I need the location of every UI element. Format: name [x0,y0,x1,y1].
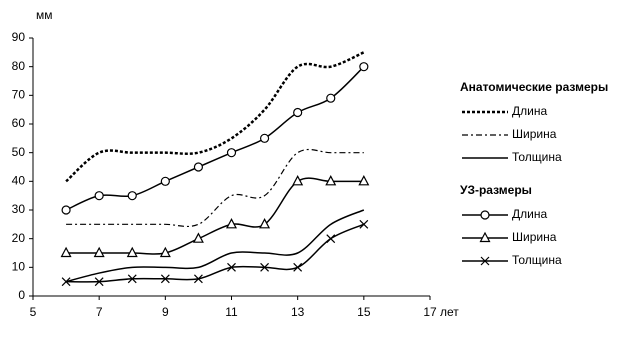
legend-label: Ширина [512,127,557,141]
marker [93,246,105,258]
y-tick-label: 10 [12,260,26,274]
marker [126,246,138,258]
x-tick-label: 11 [225,305,238,319]
marker [259,133,270,143]
marker [259,218,271,229]
marker [61,277,71,287]
marker [326,234,336,244]
marker [60,246,72,258]
legend-label: Ширина [512,230,557,244]
x-unit: лет [440,305,459,319]
legend-label: Толщина [512,253,562,267]
marker [193,274,203,284]
marker [326,93,336,103]
x-tick-label: 7 [96,305,103,319]
legend-heading: УЗ-размеры [460,183,532,197]
marker [480,256,490,266]
y-unit: мм [36,8,53,22]
marker [227,262,236,272]
series-line [66,177,364,255]
marker [260,262,270,272]
y-tick-label: 50 [12,145,26,159]
marker [159,246,171,258]
series-line [65,51,365,183]
x-tick-label: 17 [423,305,437,319]
marker [293,262,303,272]
x-tick-label: 15 [357,305,371,319]
x-tick-label: 5 [30,305,37,319]
y-tick-label: 20 [12,231,26,245]
series-line [66,148,364,228]
marker [127,191,137,201]
marker [94,191,104,201]
y-tick-label: 80 [12,59,26,73]
x-tick-label: 9 [162,305,169,319]
legend-heading: Анатомические размеры [460,80,608,94]
marker [226,218,237,229]
marker [61,205,71,215]
y-tick-label: 90 [12,30,26,44]
series-line [65,66,365,211]
marker [358,175,370,186]
marker [193,162,204,172]
x-tick-label: 13 [291,305,305,319]
y-tick-label: 70 [12,88,26,102]
marker [160,274,170,284]
marker [94,277,104,287]
marker [479,231,491,243]
marker [359,219,369,229]
legend-label: Толщина [512,150,562,164]
series-line [66,223,365,283]
legend-label: Длина [512,207,547,221]
y-tick-label: 60 [12,116,26,130]
marker [160,176,170,186]
series-line [65,209,365,283]
y-tick-label: 40 [12,174,26,188]
marker [226,148,237,158]
marker [480,210,490,220]
marker [293,107,303,118]
marker [192,232,204,243]
y-tick-label: 0 [18,288,25,302]
marker [325,175,337,186]
marker [359,62,369,72]
marker [127,274,137,284]
marker [292,175,304,186]
legend-label: Длина [512,104,547,118]
y-tick-label: 30 [12,202,26,216]
